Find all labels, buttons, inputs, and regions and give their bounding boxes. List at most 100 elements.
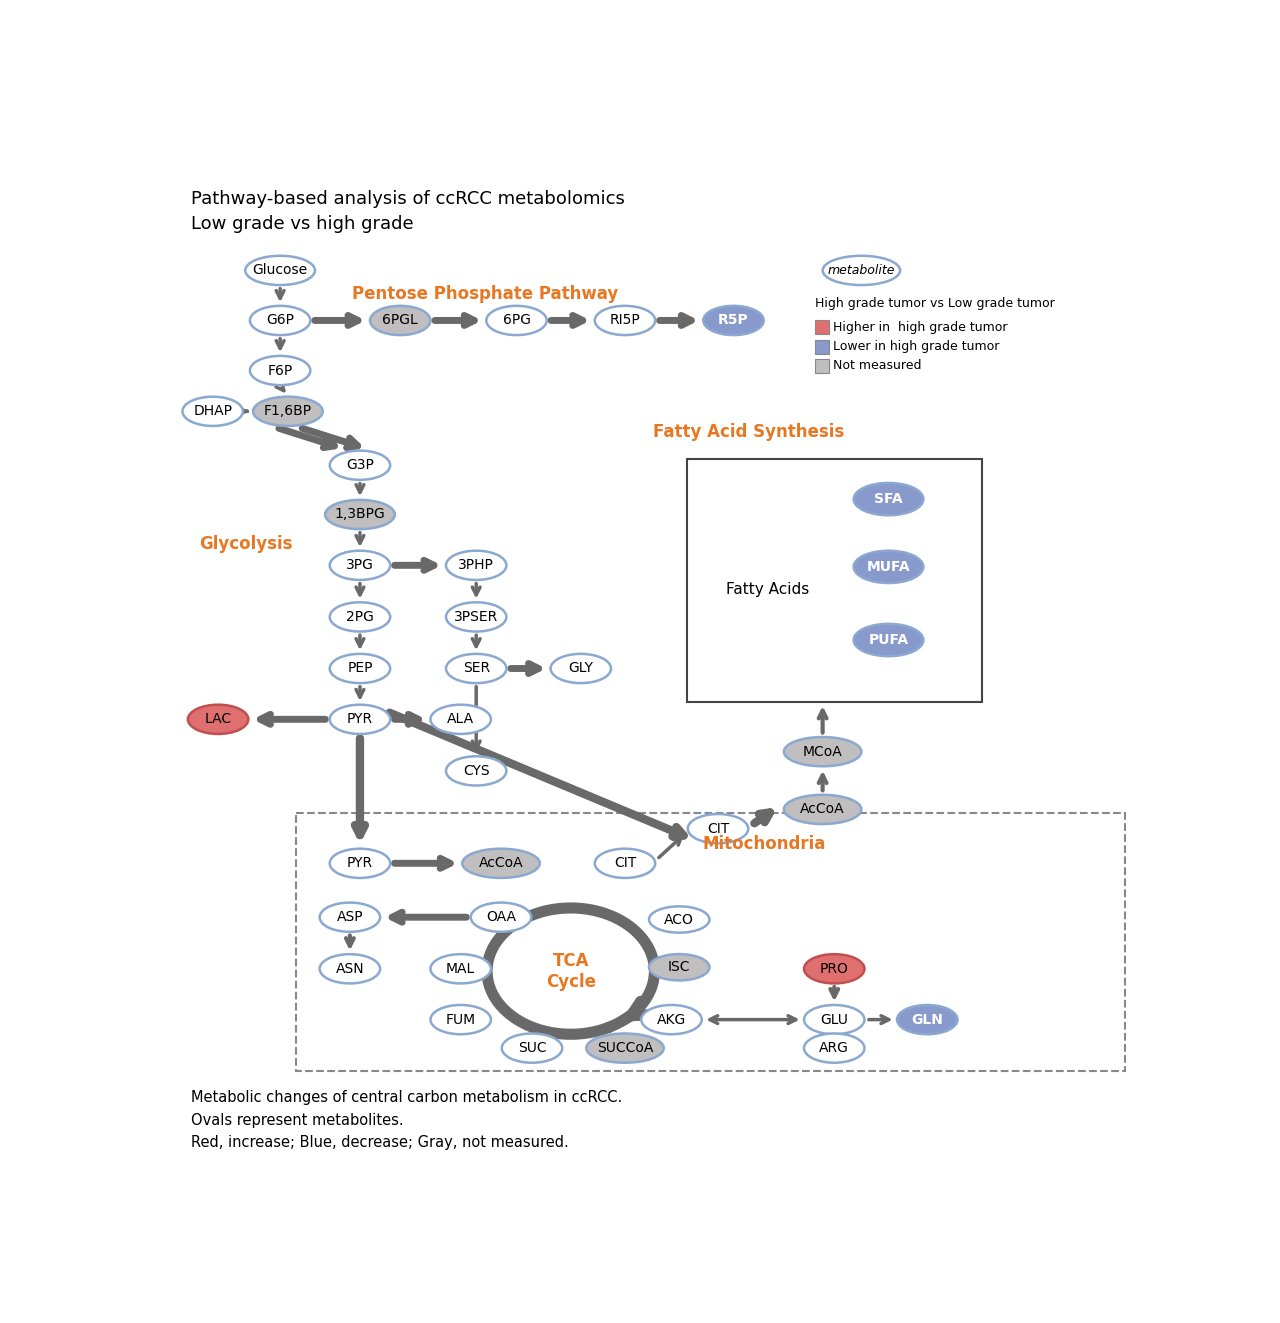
Ellipse shape: [330, 451, 390, 480]
Ellipse shape: [823, 255, 900, 284]
Text: AcCoA: AcCoA: [479, 856, 524, 871]
Ellipse shape: [246, 255, 315, 284]
Text: Glycolysis: Glycolysis: [198, 534, 292, 553]
Text: ARG: ARG: [819, 1041, 849, 1056]
Ellipse shape: [188, 705, 248, 734]
Text: PEP: PEP: [347, 662, 372, 676]
Text: Mitochondria: Mitochondria: [703, 835, 826, 853]
Text: Glucose: Glucose: [252, 263, 307, 278]
Text: ACO: ACO: [664, 913, 694, 926]
Ellipse shape: [783, 795, 861, 824]
Text: Pathway-based analysis of ccRCC metabolomics
Low grade vs high grade: Pathway-based analysis of ccRCC metabolo…: [191, 189, 625, 233]
Text: 3PSER: 3PSER: [454, 610, 498, 624]
Text: RI5P: RI5P: [609, 314, 640, 328]
Text: metabolite: metabolite: [828, 263, 895, 277]
Ellipse shape: [486, 306, 547, 335]
Ellipse shape: [325, 500, 394, 529]
Text: ALA: ALA: [447, 712, 475, 726]
Text: Lower in high grade tumor: Lower in high grade tumor: [833, 340, 1000, 353]
Ellipse shape: [897, 1005, 957, 1035]
Ellipse shape: [595, 848, 655, 878]
Text: GLU: GLU: [820, 1012, 849, 1027]
Text: F1,6BP: F1,6BP: [264, 405, 312, 418]
Text: ASN: ASN: [335, 962, 365, 976]
Text: PUFA: PUFA: [868, 632, 909, 647]
Text: MCoA: MCoA: [803, 745, 842, 758]
Text: High grade tumor vs Low grade tumor: High grade tumor vs Low grade tumor: [815, 298, 1055, 311]
Ellipse shape: [595, 306, 655, 335]
Text: SUC: SUC: [517, 1041, 547, 1056]
Text: Metabolic changes of central carbon metabolism in ccRCC.
Ovals represent metabol: Metabolic changes of central carbon meta…: [191, 1090, 622, 1150]
Ellipse shape: [330, 705, 390, 734]
Ellipse shape: [330, 654, 390, 683]
Ellipse shape: [854, 624, 923, 656]
Text: OAA: OAA: [486, 910, 516, 925]
Ellipse shape: [320, 954, 380, 983]
Ellipse shape: [430, 705, 492, 734]
Ellipse shape: [183, 397, 243, 426]
Ellipse shape: [804, 1005, 864, 1035]
Ellipse shape: [783, 737, 861, 766]
Text: 6PG: 6PG: [503, 314, 530, 328]
Text: LAC: LAC: [205, 712, 232, 726]
Text: PYR: PYR: [347, 712, 372, 726]
Text: ASP: ASP: [337, 910, 364, 925]
Text: 6PGL: 6PGL: [383, 314, 419, 328]
Ellipse shape: [703, 306, 764, 335]
Ellipse shape: [586, 1033, 664, 1062]
Ellipse shape: [320, 902, 380, 931]
Ellipse shape: [687, 814, 749, 843]
Ellipse shape: [854, 550, 923, 583]
Text: R5P: R5P: [718, 314, 749, 328]
Text: PYR: PYR: [347, 856, 372, 871]
Bar: [687, 459, 982, 701]
Text: CIT: CIT: [614, 856, 636, 871]
Text: TCA
Cycle: TCA Cycle: [545, 951, 595, 991]
Ellipse shape: [330, 602, 390, 631]
Ellipse shape: [250, 356, 310, 385]
Ellipse shape: [445, 602, 507, 631]
Ellipse shape: [430, 954, 492, 983]
Bar: [815, 340, 829, 353]
Text: Fatty Acid Synthesis: Fatty Acid Synthesis: [653, 423, 845, 441]
Text: AKG: AKG: [657, 1012, 686, 1027]
Ellipse shape: [445, 654, 507, 683]
Ellipse shape: [471, 902, 531, 931]
Text: ISC: ISC: [668, 960, 690, 974]
Ellipse shape: [854, 483, 923, 515]
Text: GLY: GLY: [568, 662, 594, 676]
Ellipse shape: [649, 954, 709, 980]
Ellipse shape: [502, 1033, 562, 1062]
Ellipse shape: [804, 954, 864, 983]
Text: MUFA: MUFA: [867, 560, 910, 574]
Text: Fatty Acids: Fatty Acids: [726, 582, 809, 598]
Text: G6P: G6P: [266, 314, 294, 328]
Ellipse shape: [330, 848, 390, 878]
Ellipse shape: [462, 848, 540, 878]
Ellipse shape: [550, 654, 611, 683]
Text: FUM: FUM: [445, 1012, 476, 1027]
Text: 2PG: 2PG: [346, 610, 374, 624]
Text: MAL: MAL: [445, 962, 475, 976]
Ellipse shape: [649, 906, 709, 933]
Text: DHAP: DHAP: [193, 405, 232, 418]
Ellipse shape: [430, 1005, 492, 1035]
Text: Pentose Phosphate Pathway: Pentose Phosphate Pathway: [352, 284, 618, 303]
Text: GLN: GLN: [911, 1012, 943, 1027]
Text: SER: SER: [462, 662, 490, 676]
Text: SUCCoA: SUCCoA: [596, 1041, 653, 1056]
Text: SFA: SFA: [874, 492, 902, 507]
Text: G3P: G3P: [346, 458, 374, 472]
Ellipse shape: [641, 1005, 701, 1035]
Ellipse shape: [330, 550, 390, 579]
Text: Higher in  high grade tumor: Higher in high grade tumor: [833, 321, 1007, 333]
Ellipse shape: [370, 306, 430, 335]
Ellipse shape: [250, 306, 310, 335]
Text: PRO: PRO: [819, 962, 849, 976]
Ellipse shape: [253, 397, 323, 426]
Text: CIT: CIT: [707, 822, 730, 836]
Ellipse shape: [445, 550, 507, 579]
Ellipse shape: [804, 1033, 864, 1062]
Text: 3PG: 3PG: [346, 558, 374, 573]
Text: AcCoA: AcCoA: [800, 803, 845, 816]
